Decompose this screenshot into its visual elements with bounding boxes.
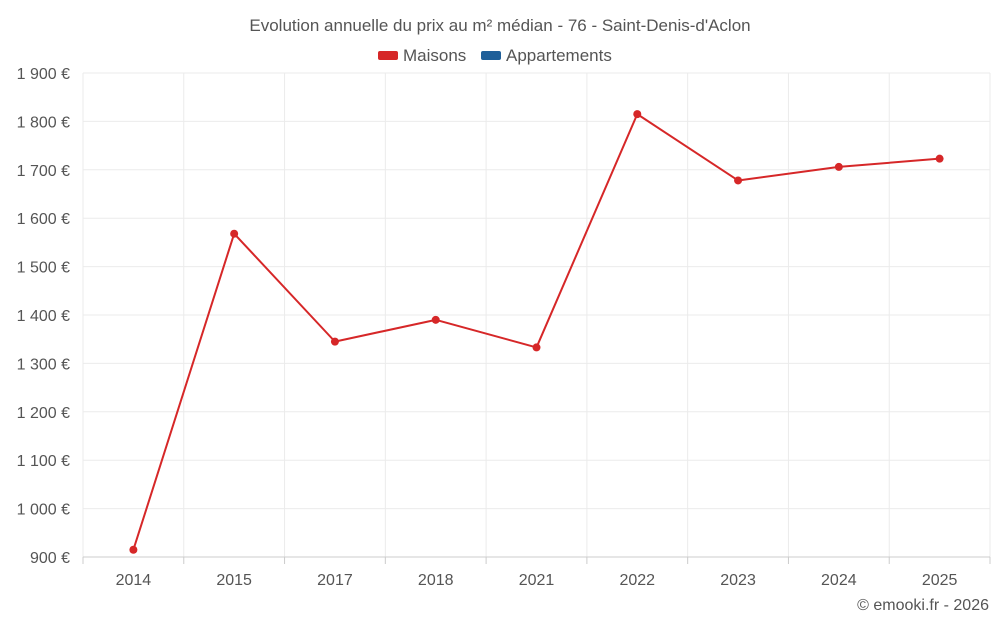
data-point-maisons-2017[interactable] (330, 337, 339, 346)
y-tick-label: 1 000 € (17, 502, 70, 519)
y-tick-label: 1 900 € (17, 66, 70, 83)
x-tick-label: 2025 (922, 572, 958, 589)
data-point-maisons-2025[interactable] (935, 154, 944, 163)
grid (82, 72, 991, 558)
y-tick-label: 1 600 € (17, 211, 70, 228)
y-tick-label: 1 100 € (17, 453, 70, 470)
y-tick-label: 1 300 € (17, 356, 70, 373)
chart-title: Evolution annuelle du prix au m² médian … (249, 16, 750, 35)
y-tick-label: 1 400 € (17, 308, 70, 325)
data-point-maisons-2015[interactable] (230, 229, 239, 238)
y-tick-label: 900 € (30, 550, 70, 567)
data-point-maisons-2018[interactable] (431, 315, 440, 324)
series (129, 110, 944, 554)
y-tick-label: 1 200 € (17, 405, 70, 422)
axes: 900 € 1 000 € 1 100 € 1 200 € 1 300 € 1 400 €… (17, 66, 991, 589)
legend-swatch-appartements (481, 51, 501, 60)
series-line-maisons (132, 113, 940, 551)
data-point-maisons-2024[interactable] (834, 162, 843, 171)
legend-swatch-maisons (378, 51, 398, 60)
chart-legend: Maisons Appartements (378, 46, 612, 65)
y-tick-label: 1 800 € (17, 114, 70, 131)
y-tick-label: 1 500 € (17, 260, 70, 277)
y-tick-label: 1 700 € (17, 163, 70, 180)
credit-text: © emooki.fr - 2026 (857, 597, 989, 614)
x-tick-label: 2024 (821, 572, 857, 589)
data-point-maisons-2021[interactable] (532, 343, 541, 352)
x-tick-label: 2022 (619, 572, 655, 589)
data-point-maisons-2022[interactable] (633, 110, 642, 119)
data-point-maisons-2014[interactable] (129, 545, 138, 554)
legend-item-maisons[interactable]: Maisons (378, 46, 466, 65)
x-tick-label: 2021 (519, 572, 555, 589)
x-tick-label: 2023 (720, 572, 756, 589)
legend-label-maisons: Maisons (403, 46, 466, 65)
x-tick-label: 2014 (116, 572, 152, 589)
x-tick-label: 2017 (317, 572, 353, 589)
legend-item-appartements[interactable]: Appartements (481, 46, 612, 65)
x-tick-label: 2018 (418, 572, 454, 589)
x-tick-label: 2015 (216, 572, 252, 589)
data-point-maisons-2023[interactable] (734, 176, 743, 185)
legend-label-appartements: Appartements (506, 46, 612, 65)
